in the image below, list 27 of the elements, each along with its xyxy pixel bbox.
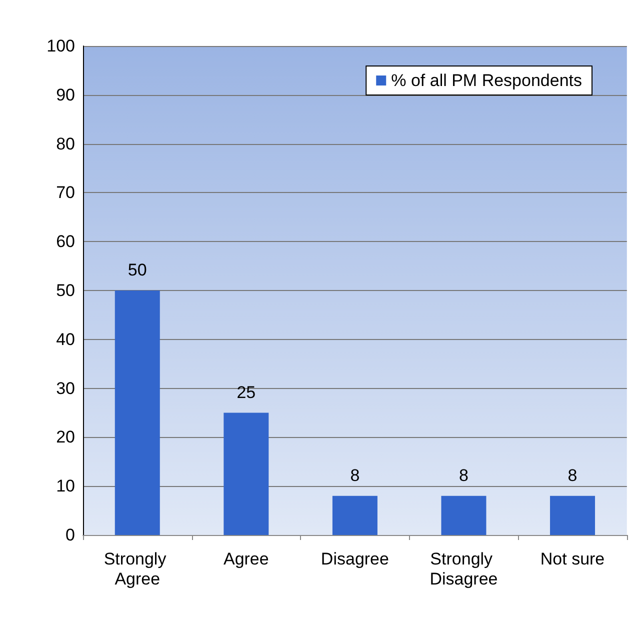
bar bbox=[550, 496, 596, 535]
y-tick-label: 80 bbox=[56, 134, 75, 154]
x-tick-label: Strongly Agree bbox=[104, 550, 171, 588]
y-tick-label: 50 bbox=[56, 281, 75, 300]
y-tick-label: 30 bbox=[56, 378, 75, 398]
y-tick-label: 10 bbox=[56, 476, 75, 496]
data-label: 8 bbox=[350, 466, 360, 485]
y-tick-label: 100 bbox=[46, 36, 75, 56]
x-tick-label: Agree bbox=[223, 550, 269, 568]
bar bbox=[441, 496, 486, 535]
legend-label: % of all PM Respondents bbox=[391, 71, 582, 90]
x-tick-label: Not sure bbox=[540, 550, 605, 568]
y-tick-label: 60 bbox=[56, 232, 75, 252]
y-tick-label: 90 bbox=[56, 85, 75, 104]
data-label: 25 bbox=[236, 382, 256, 402]
y-tick-label: 40 bbox=[56, 330, 75, 349]
y-tick-label: 20 bbox=[56, 428, 75, 447]
x-tick-label: Strongly Disagree bbox=[430, 550, 498, 588]
bar bbox=[224, 412, 269, 535]
x-tick-label: Disagree bbox=[320, 550, 389, 568]
bar bbox=[332, 496, 378, 535]
bar bbox=[114, 290, 160, 535]
data-label: 8 bbox=[568, 466, 578, 485]
data-label: 50 bbox=[128, 260, 147, 280]
y-tick-label: 70 bbox=[56, 183, 75, 202]
y-tick-label: 0 bbox=[66, 526, 75, 544]
data-label: 8 bbox=[458, 466, 468, 485]
